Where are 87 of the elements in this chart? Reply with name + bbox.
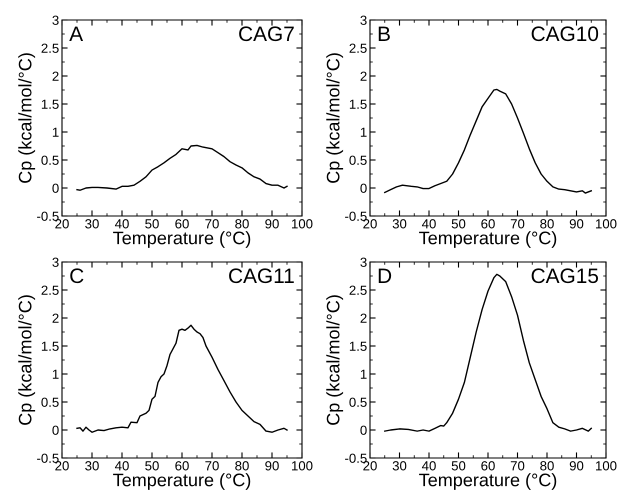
y-tick-label: -0.5 [37, 454, 59, 463]
x-axis-title: Temperature (°C) [419, 473, 556, 490]
y-tick-label: 2.5 [350, 44, 367, 53]
x-tick-label: 90 [265, 219, 279, 228]
annotation: C [70, 268, 84, 284]
x-tick-label: 70 [510, 219, 524, 228]
x-tick-label: 40 [114, 219, 129, 228]
y-tick-label: -0.5 [345, 212, 367, 221]
x-tick-label: 90 [265, 461, 279, 470]
y-tick-label: 0.5 [349, 156, 367, 165]
annotation: CAG11 [229, 268, 294, 284]
x-tick-label: 80 [540, 461, 554, 470]
x-tick-label: 20 [363, 219, 377, 228]
y-tick-label: 1.5 [350, 100, 367, 109]
x-tick-label: 70 [205, 461, 219, 470]
x-tick-label: 60 [175, 461, 189, 470]
x-tick-label: 100 [292, 219, 312, 228]
annotation: CAG7 [239, 26, 294, 42]
x-tick-label: 30 [85, 461, 99, 470]
x-tick-label: 20 [363, 461, 377, 470]
y-tick-label: 2.5 [42, 44, 59, 53]
x-tick-label: 40 [422, 461, 436, 470]
x-tick-label: 70 [510, 461, 524, 470]
x-tick-label: 70 [205, 219, 219, 228]
line-series [76, 144, 288, 191]
x-tick-label: 50 [145, 219, 159, 228]
x-axis-title: Temperature (°C) [113, 473, 250, 490]
y-axis-title: Cp (kcal/mol/°C) [326, 53, 344, 183]
annotation: B [378, 26, 390, 41]
y-tick-label: 2.5 [42, 286, 59, 295]
y-tick-label: 3 [360, 16, 367, 25]
y-tick-label: 0 [52, 184, 59, 193]
y-tick-label: 2 [52, 72, 59, 81]
y-tick-label: 2 [360, 72, 367, 81]
y-tick-label: 0 [360, 184, 367, 193]
x-tick-label: 30 [85, 219, 99, 228]
y-tick-label: 0.5 [349, 398, 367, 407]
y-tick-label: -0.5 [37, 212, 59, 221]
x-axis-title: Temperature (°C) [113, 231, 250, 248]
y-tick-label: 0.5 [41, 398, 59, 407]
y-tick-label: 2 [52, 314, 59, 323]
x-tick-label: 30 [392, 461, 406, 470]
annotation: A [69, 26, 84, 41]
y-tick-label: 3 [52, 16, 59, 25]
x-tick-label: 100 [596, 219, 616, 228]
y-tick-label: 2 [360, 314, 367, 323]
x-tick-label: 60 [481, 461, 495, 470]
y-axis-title: Cp (kcal/mol/°C) [326, 295, 344, 425]
x-tick-label: 60 [175, 219, 189, 228]
x-tick-label: 50 [452, 461, 466, 470]
x-tick-label: 80 [235, 219, 249, 228]
annotation: D [378, 268, 392, 283]
y-tick-label: 1.5 [42, 100, 59, 109]
y-tick-label: 1 [360, 128, 367, 137]
y-tick-label: 1 [360, 370, 367, 379]
x-tick-label: 40 [114, 461, 129, 470]
x-tick-label: 40 [422, 219, 436, 228]
x-tick-label: 90 [570, 219, 584, 228]
y-tick-label: 1.5 [350, 342, 367, 351]
annotation: CAG15 [532, 268, 598, 284]
y-axis-title: Cp (kcal/mol/°C) [18, 295, 36, 425]
x-tick-label: 50 [452, 219, 466, 228]
y-tick-label: 1 [52, 128, 59, 137]
line-series [76, 324, 288, 433]
y-tick-label: 0 [52, 426, 59, 435]
y-tick-label: 0 [360, 426, 367, 435]
x-tick-label: 80 [540, 219, 554, 228]
y-tick-label: 3 [360, 258, 367, 267]
x-axis-title: Temperature (°C) [419, 231, 556, 248]
x-tick-label: 100 [596, 461, 616, 470]
annotation: CAG10 [532, 26, 598, 42]
line-series [384, 88, 592, 194]
x-tick-label: 80 [235, 461, 249, 470]
x-tick-label: 60 [481, 219, 495, 228]
x-tick-label: 20 [55, 219, 69, 228]
y-tick-label: 1 [52, 370, 59, 379]
y-tick-label: 0.5 [41, 156, 59, 165]
x-tick-label: 90 [570, 461, 584, 470]
y-tick-label: 1.5 [42, 342, 59, 351]
y-axis-title: Cp (kcal/mol/°C) [18, 53, 36, 183]
x-tick-label: 30 [392, 219, 406, 228]
y-tick-label: 2.5 [350, 286, 367, 295]
x-tick-label: 100 [292, 461, 312, 470]
y-tick-label: 3 [52, 258, 59, 267]
x-tick-label: 20 [55, 461, 69, 470]
y-tick-label: -0.5 [345, 454, 367, 463]
x-tick-label: 50 [145, 461, 159, 470]
